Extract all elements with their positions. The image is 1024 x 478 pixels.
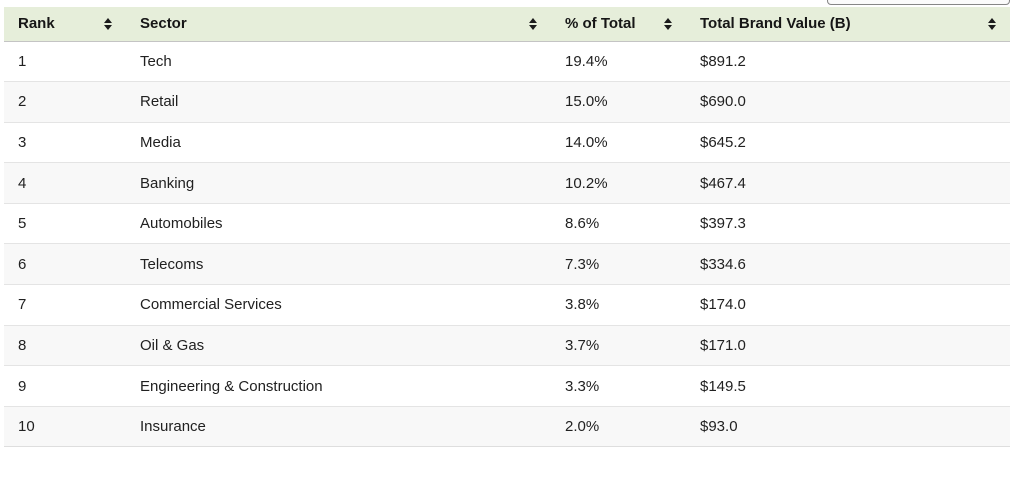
cell-rank: 2 [4,81,126,123]
column-header-label: Total Brand Value (B) [700,15,851,33]
table-row: 9 Engineering & Construction 3.3% $149.5 [4,365,1010,407]
cell-rank: 9 [4,365,126,407]
cell-value: $690.0 [686,81,1010,123]
column-header-pct-of-total[interactable]: % of Total [551,7,686,42]
sort-arrows-icon[interactable] [664,17,672,30]
cell-sector: Telecoms [126,243,551,285]
cell-pct: 10.2% [551,162,686,204]
cell-rank: 10 [4,406,126,447]
cell-pct: 14.0% [551,122,686,163]
column-header-sector[interactable]: Sector [126,7,551,42]
cell-sector: Retail [126,81,551,123]
cell-sector: Tech [126,41,551,82]
table-row: 2 Retail 15.0% $690.0 [4,81,1010,123]
cell-value: $645.2 [686,122,1010,163]
cell-sector: Banking [126,162,551,204]
cell-rank: 8 [4,325,126,366]
cell-value: $891.2 [686,41,1010,82]
cell-value: $93.0 [686,406,1010,447]
sort-arrows-icon[interactable] [988,17,996,30]
column-header-label: Sector [140,15,187,33]
cell-pct: 19.4% [551,41,686,82]
cell-rank: 6 [4,243,126,285]
table-row: 1 Tech 19.4% $891.2 [4,41,1010,82]
sector-table: Rank Sector % of Total [4,7,1010,447]
table-row: 3 Media 14.0% $645.2 [4,122,1010,163]
cell-sector: Automobiles [126,203,551,244]
cell-rank: 1 [4,41,126,82]
table-row: 8 Oil & Gas 3.7% $171.0 [4,325,1010,366]
cell-rank: 7 [4,284,126,326]
table-row: 7 Commercial Services 3.8% $174.0 [4,284,1010,326]
sort-arrows-icon[interactable] [104,17,112,30]
column-header-label: Rank [18,15,55,33]
sort-arrows-icon[interactable] [529,17,537,30]
table-row: 10 Insurance 2.0% $93.0 [4,406,1010,447]
table-row: 4 Banking 10.2% $467.4 [4,162,1010,204]
cell-value: $174.0 [686,284,1010,326]
cell-rank: 4 [4,162,126,204]
cell-value: $171.0 [686,325,1010,366]
cell-value: $334.6 [686,243,1010,285]
cell-sector: Engineering & Construction [126,365,551,407]
cell-pct: 3.3% [551,365,686,407]
cell-pct: 2.0% [551,406,686,447]
cell-pct: 3.8% [551,284,686,326]
table-body: 1 Tech 19.4% $891.2 2 Retail 15.0% $690.… [4,41,1010,447]
cell-sector: Commercial Services [126,284,551,326]
cell-rank: 3 [4,122,126,163]
cell-pct: 3.7% [551,325,686,366]
search-input[interactable] [827,0,1010,5]
column-header-total-brand-value[interactable]: Total Brand Value (B) [686,7,1010,42]
column-header-label: % of Total [565,15,636,33]
cell-pct: 7.3% [551,243,686,285]
table-header: Rank Sector % of Total [4,7,1010,42]
cell-value: $467.4 [686,162,1010,204]
cell-sector: Oil & Gas [126,325,551,366]
cell-rank: 5 [4,203,126,244]
table-header-row: Rank Sector % of Total [4,7,1010,42]
cell-pct: 15.0% [551,81,686,123]
cell-value: $397.3 [686,203,1010,244]
cell-value: $149.5 [686,365,1010,407]
column-header-rank[interactable]: Rank [4,7,126,42]
cell-pct: 8.6% [551,203,686,244]
data-table-widget: Rank Sector % of Total [4,0,1010,447]
cell-sector: Media [126,122,551,163]
table-row: 5 Automobiles 8.6% $397.3 [4,203,1010,244]
table-row: 6 Telecoms 7.3% $334.6 [4,243,1010,285]
cell-sector: Insurance [126,406,551,447]
